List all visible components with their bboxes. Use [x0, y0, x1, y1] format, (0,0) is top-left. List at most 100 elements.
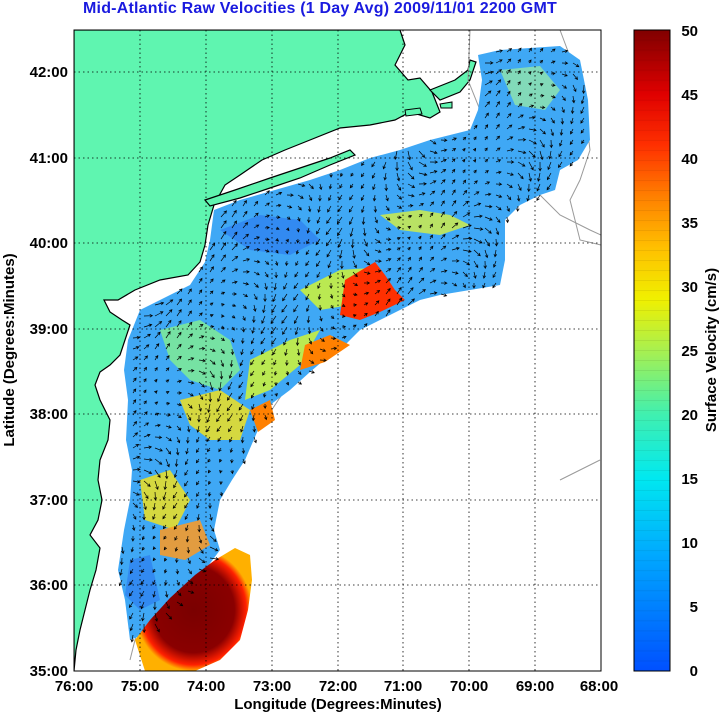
velocity-arrow: [473, 260, 479, 269]
velocity-arrow: [132, 356, 139, 361]
velocity-arrow: [131, 524, 136, 531]
velocity-arrow: [121, 546, 125, 555]
velocity-arrow: [176, 320, 182, 328]
velocity-arrow: [330, 304, 334, 309]
velocity-arrow: [220, 254, 226, 262]
velocity-arrow: [319, 315, 323, 322]
velocity-arrow: [462, 147, 466, 152]
velocity-arrow: [462, 236, 473, 241]
velocity-arrow: [528, 47, 532, 53]
velocity-arrow: [451, 222, 459, 229]
velocity-arrow: [198, 546, 204, 554]
velocity-arrow: [242, 246, 250, 251]
velocity-arrow: [328, 271, 332, 279]
velocity-arrow: [140, 579, 145, 585]
velocity-arrow: [316, 227, 321, 235]
velocity-arrow: [220, 325, 225, 329]
velocity-arrow: [132, 502, 139, 508]
velocity-arrow: [429, 212, 434, 218]
velocity-arrow: [484, 112, 489, 119]
velocity-arrow: [226, 403, 233, 412]
velocity-arrow: [363, 260, 371, 266]
velocity-arrow: [239, 370, 244, 378]
velocity-arrow: [473, 136, 477, 141]
velocity-arrow: [484, 80, 493, 86]
velocity-arrow: [396, 183, 402, 191]
velocity-arrow: [297, 370, 302, 376]
velocity-arrow: [209, 370, 215, 379]
velocity-arrow: [429, 245, 434, 251]
velocity-arrow: [219, 491, 224, 497]
velocity-arrow: [184, 491, 189, 498]
velocity-arrow: [231, 231, 238, 240]
velocity-arrow: [569, 139, 574, 145]
velocity-arrow: [319, 348, 327, 352]
velocity-arrow: [128, 601, 134, 609]
velocity-arrow: [271, 337, 277, 345]
velocity-arrow: [185, 447, 189, 455]
velocity-arrow: [371, 161, 376, 168]
velocity-arrow: [341, 314, 346, 318]
velocity-arrow: [451, 168, 456, 174]
velocity-arrow: [484, 147, 488, 152]
velocity-arrow: [326, 216, 332, 224]
velocity-arrow: [336, 216, 343, 225]
velocity-arrow: [517, 81, 521, 86]
velocity-arrow: [198, 392, 204, 401]
velocity-arrow: [197, 414, 201, 423]
velocity-arrow: [385, 287, 391, 295]
velocity-arrow: [238, 392, 244, 400]
velocity-arrow: [418, 277, 425, 284]
velocity-arrow: [407, 298, 415, 306]
velocity-arrow: [129, 623, 134, 632]
velocity-arrow: [407, 150, 412, 161]
velocity-arrow: [239, 359, 244, 367]
velocity-arrow: [130, 557, 134, 564]
velocity-arrow: [407, 287, 414, 295]
velocity-arrow: [231, 280, 238, 284]
velocity-arrow: [284, 271, 288, 279]
land-long-island: [203, 149, 357, 207]
x-tick-label: 76:00: [55, 678, 93, 695]
velocity-arrow: [209, 290, 214, 295]
velocity-arrow: [275, 215, 281, 219]
velocity-arrow: [550, 83, 556, 87]
velocity-arrow: [418, 266, 423, 273]
velocity-arrow: [252, 425, 257, 433]
x-tick-labels: 76:00 75:00 74:00 73:00 72:00 71:00 70:0…: [55, 678, 618, 695]
velocity-arrow: [207, 403, 211, 413]
velocity-arrow: [165, 309, 173, 317]
velocity-arrow: [297, 205, 302, 211]
velocity-arrow: [340, 260, 344, 270]
velocity-arrow: [484, 216, 493, 221]
velocity-arrow: [495, 170, 502, 175]
velocity-arrow: [560, 117, 565, 125]
velocity-arrow: [550, 106, 556, 111]
velocity-arrow: [317, 282, 321, 290]
velocity-arrow: [228, 370, 233, 379]
velocity-arrow: [185, 535, 190, 543]
velocity-arrow: [209, 513, 213, 521]
velocity-arrow: [198, 323, 204, 328]
colorbar-tick-label: 45: [681, 87, 698, 104]
velocity-arrow: [154, 423, 161, 428]
velocity-arrow: [484, 227, 492, 234]
velocity-arrow: [396, 236, 401, 241]
velocity-arrow: [316, 216, 321, 224]
velocity-arrow: [220, 348, 225, 355]
velocity-arrow: [165, 367, 170, 372]
velocity-arrow: [341, 282, 345, 289]
velocity-arrow: [539, 105, 546, 110]
velocity-arrow: [350, 172, 354, 177]
velocity-arrow: [473, 227, 484, 231]
velocity-arrow: [418, 150, 426, 158]
velocity-arrow: [363, 291, 370, 296]
velocity-arrow: [383, 172, 387, 181]
velocity-arrow: [539, 128, 546, 135]
velocity-arrow: [164, 579, 168, 586]
velocity-arrow: [517, 150, 527, 155]
velocity-arrow: [242, 199, 247, 207]
velocity-arrow: [286, 227, 290, 232]
velocity-arrow: [550, 95, 556, 99]
velocity-arrow: [484, 181, 491, 185]
